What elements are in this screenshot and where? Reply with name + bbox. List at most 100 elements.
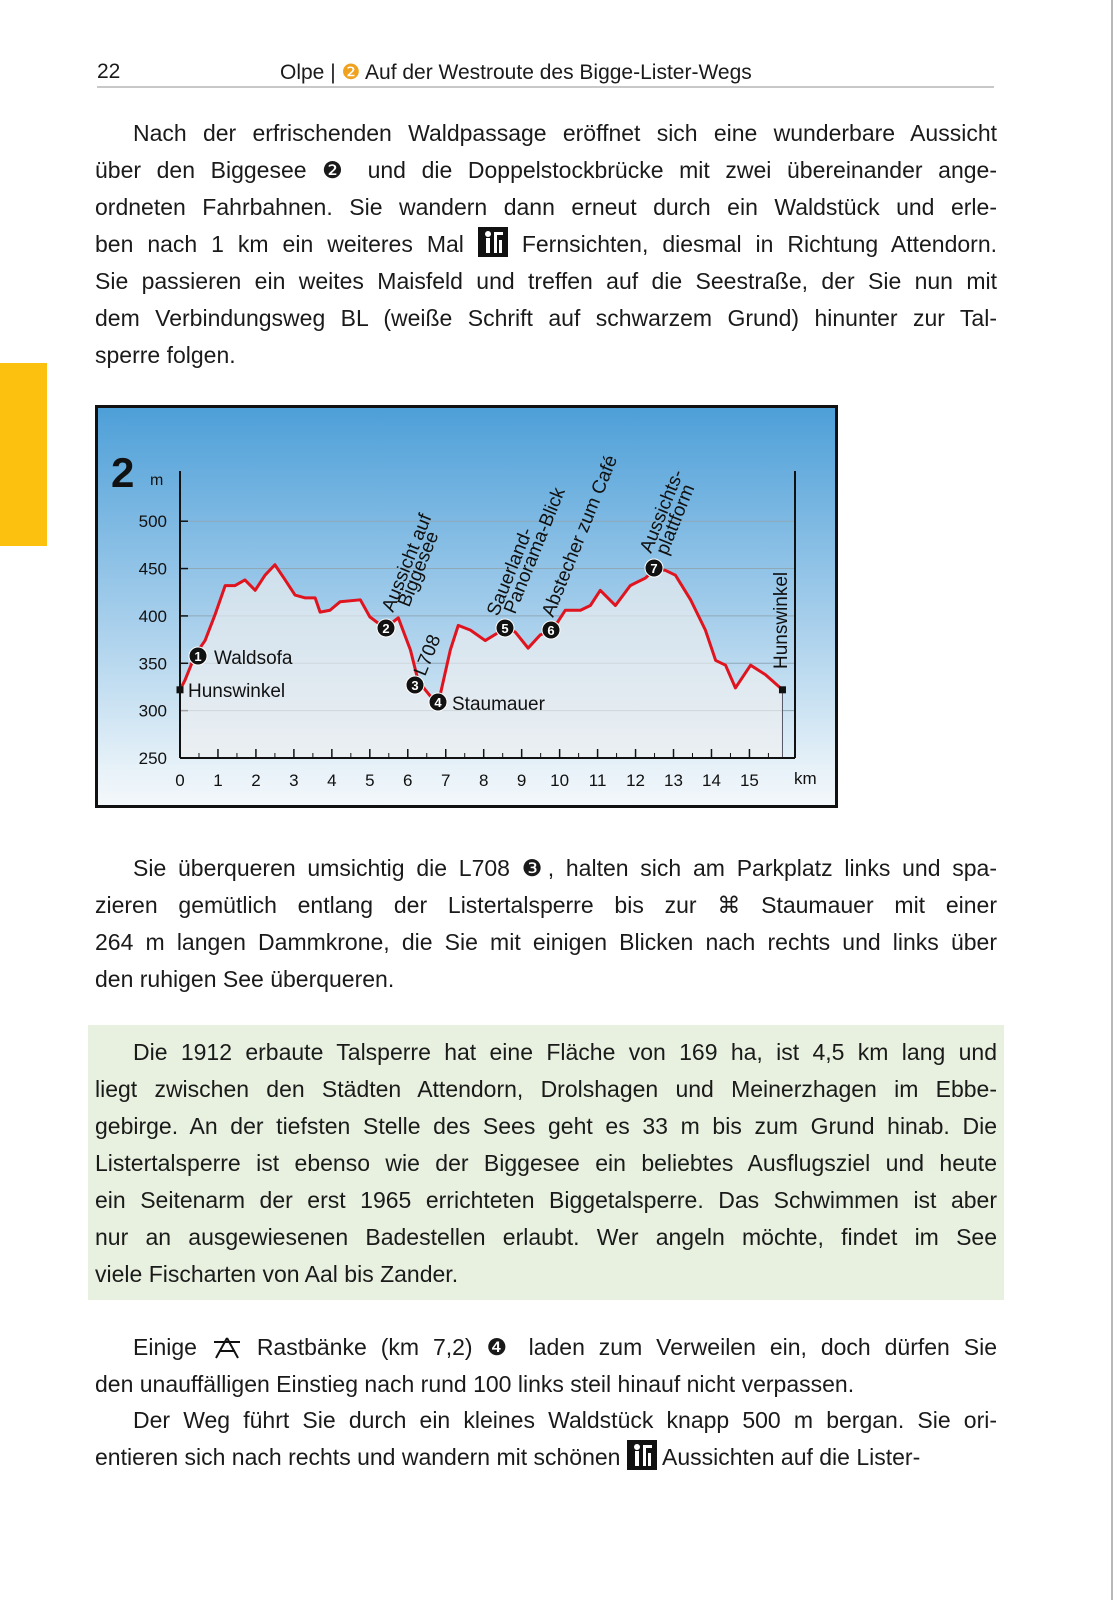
text-part: gebirge. An der tiefsten Stelle des Sees… [95,1113,997,1139]
x-tick-label: 11 [589,771,607,790]
y-tick-label: 350 [139,654,167,673]
waypoint-number: 3 [411,678,418,693]
waypoint [376,618,396,638]
text-line: Sie passieren ein weites Maisfeld und tr… [95,263,997,300]
annotation: Waldsofa [214,648,293,669]
text-line: ben nach 1 km ein weiteres Mal Fernsicht… [95,226,997,263]
text-part: ordneten Fahrbahnen. Sie wandern dann er… [95,194,997,220]
chart-number: 2 [111,449,134,496]
title-part: Auf der Westroute des Bigge-Lister-Wegs [365,61,752,84]
text-line: 264 m langen Dammkrone, die Sie mit eini… [95,924,997,961]
x-tick-label: 1 [213,771,222,790]
y-tick-label: 400 [139,607,167,626]
text-part: den unauffälligen Einstieg nach rund 100… [95,1371,855,1397]
profile-area [180,564,783,758]
x-tick-label: 7 [441,771,450,790]
annotation: Hunswinkel [188,681,285,702]
text-line: Einige Rastbänke (km 7,2) ❹ laden zum Ve… [95,1329,997,1366]
running-title: Olpe | ❷ Auf der Westroute des Bigge-Lis… [280,60,752,85]
paragraph: Einige Rastbänke (km 7,2) ❹ laden zum Ve… [95,1329,997,1403]
y-tick-label: 250 [139,749,167,768]
text-line: liegt zwischen den Städten Attendorn, Dr… [95,1071,997,1108]
waypoint-number: 6 [547,623,554,638]
text-line: zieren gemütlich entlang der Listertalsp… [95,887,997,924]
text-part: den ruhigen See überqueren. [95,966,395,992]
text-line: viele Fischarten von Aal bis Zander. [95,1256,997,1293]
paragraph: Nach der erfrischenden Waldpassage eröff… [95,115,997,374]
paragraph: Sie überqueren umsichtig die L708 ❸, hal… [95,850,997,998]
text-part: dem Verbindungsweg BL (weiße Schrift auf… [95,305,997,331]
waypoint [644,558,664,578]
waypoint-number: 2 [382,621,389,636]
waypoint-number: 4 [434,695,442,710]
text-line: ordneten Fahrbahnen. Sie wandern dann er… [95,189,997,226]
paragraph: Der Weg führt Sie durch ein kleines Wald… [95,1402,997,1476]
text-part: Aussichten auf die Lister- [662,1444,921,1470]
text-line: Der Weg führt Sie durch ein kleines Wald… [95,1402,997,1439]
y-unit: m [150,472,163,489]
x-tick-label: 8 [479,771,488,790]
text-line: Sie überqueren umsichtig die L708 ❸, hal… [95,850,997,887]
x-tick-label: 4 [327,771,336,790]
text-part: ben nach 1 km ein weiteres Mal [95,231,464,257]
x-tick-label: 12 [626,771,645,790]
y-tick-label: 450 [139,560,167,579]
text-line: ein Seitenarm der erst 1965 errichteten … [95,1182,997,1219]
text-line: nur an ausgewiesenen Badestellen erlaubt… [95,1219,997,1256]
text-part: ein Seitenarm der erst 1965 errichteten … [95,1187,997,1213]
text-line: entieren sich nach rechts und wandern mi… [95,1439,997,1476]
text-part: über den Biggesee ❷ und die Doppelstockb… [95,157,997,183]
endpoint [778,686,786,694]
text-line: dem Verbindungsweg BL (weiße Schrift auf… [95,300,997,337]
x-tick-label: 13 [664,771,683,790]
icon [626,1440,657,1481]
waypoint [541,620,561,640]
header-rule [97,86,994,88]
waypoint-number: 5 [501,621,508,636]
text-part: viele Fischarten von Aal bis Zander. [95,1261,459,1287]
text-part: Fernsichten, diesmal in Richtung Attendo… [521,231,998,257]
waypoint-number: 7 [650,561,657,576]
text-part: Nach der erfrischenden Waldpassage eröff… [133,120,997,146]
info-box [88,1025,1004,1300]
x-unit: km [794,769,817,788]
waypoint [495,618,515,638]
waypoint [188,646,208,666]
annotation: Staumauer [452,694,546,715]
x-tick-label: 0 [175,771,184,790]
x-tick-label: 10 [550,771,569,790]
text-line: Nach der erfrischenden Waldpassage eröff… [95,115,997,152]
text-part: Die 1912 erbaute Talsperre hat eine Fläc… [133,1039,997,1065]
title-part: Olpe | [280,61,336,84]
text-part: Rastbänke (km 7,2) ❹ laden zum Verweilen… [256,1334,998,1360]
annotation: Hunswinkel [771,572,792,669]
icon [211,1334,243,1371]
text-part: 264 m langen Dammkrone, die Sie mit eini… [95,929,997,955]
profile-line [178,563,784,704]
text-part: Der Weg führt Sie durch ein kleines Wald… [133,1407,997,1433]
title-marker: ❷ [341,61,361,84]
text-line: Die 1912 erbaute Talsperre hat eine Fläc… [95,1034,997,1071]
chapter-tab [0,363,47,546]
text-line: Listertalsperre ist ebenso wie der Bigge… [95,1145,997,1182]
text-part: Listertalsperre ist ebenso wie der Bigge… [95,1150,997,1176]
page-edge [1111,0,1113,1600]
text-part: entieren sich nach rechts und wandern mi… [95,1444,621,1470]
paragraph: Die 1912 erbaute Talsperre hat eine Fläc… [95,1034,997,1293]
text-line: den ruhigen See überqueren. [95,961,997,998]
page-number: 22 [97,60,121,83]
x-tick-label: 9 [517,771,526,790]
x-tick-label: 14 [702,771,721,790]
text-part: nur an ausgewiesenen Badestellen erlaubt… [95,1224,997,1250]
text-part: Sie passieren ein weites Maisfeld und tr… [95,268,997,294]
text-part: liegt zwischen den Städten Attendorn, Dr… [95,1076,997,1102]
text-line: den unauffälligen Einstieg nach rund 100… [95,1366,997,1403]
text-line: gebirge. An der tiefsten Stelle des Sees… [95,1108,997,1145]
text-part: sperre folgen. [95,342,236,368]
x-tick-label: 6 [403,771,412,790]
x-tick-label: 5 [365,771,374,790]
y-tick-label: 300 [139,702,167,721]
icon [477,227,508,268]
